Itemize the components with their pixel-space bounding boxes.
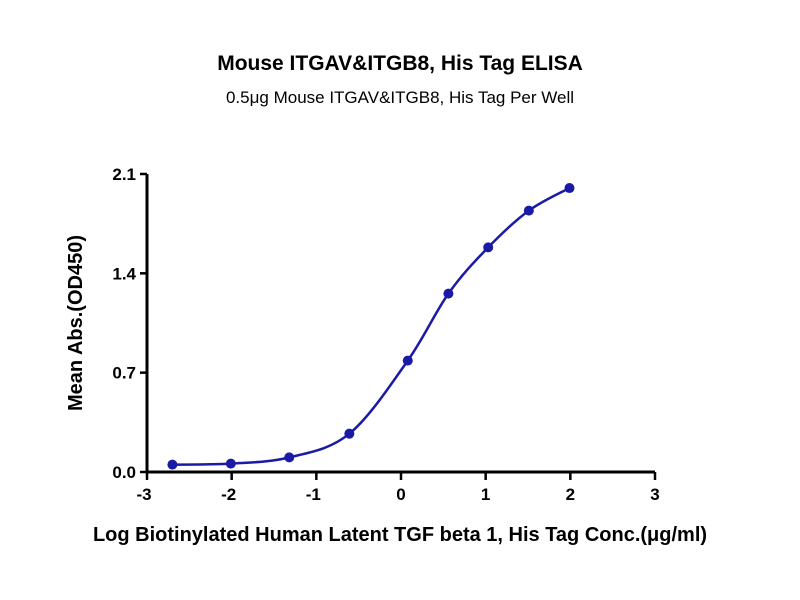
x-axis-label: Log Biotinylated Human Latent TGF beta 1… xyxy=(93,524,707,546)
data-point xyxy=(284,452,295,463)
y-tick-label: 2.1 xyxy=(112,165,136,184)
x-tick-label: -3 xyxy=(136,485,151,504)
x-tick-label: 0 xyxy=(396,485,405,504)
chart-title: Mouse ITGAV&ITGB8, His Tag ELISA xyxy=(217,52,583,75)
data-point xyxy=(564,183,575,194)
x-tick-label: 2 xyxy=(566,485,575,504)
x-tick-label: 3 xyxy=(650,485,659,504)
x-tick-label: -2 xyxy=(221,485,236,504)
data-point xyxy=(225,458,236,469)
data-point xyxy=(402,355,413,366)
data-point xyxy=(523,205,534,216)
y-tick-label: 0.0 xyxy=(112,463,136,482)
chart-subtitle: 0.5μg Mouse ITGAV&ITGB8, His Tag Per Wel… xyxy=(225,88,575,107)
y-tick-label: 0.7 xyxy=(112,364,136,383)
data-point xyxy=(167,459,178,470)
y-tick-label: 1.4 xyxy=(112,264,136,283)
y-axis-label: Mean Abs.(OD450) xyxy=(65,235,87,411)
data-point xyxy=(483,242,494,253)
data-point xyxy=(344,428,355,439)
data-point xyxy=(443,288,454,299)
x-tick-label: 1 xyxy=(481,485,490,504)
fit-curve xyxy=(172,186,571,466)
x-tick-label: -1 xyxy=(306,485,321,504)
